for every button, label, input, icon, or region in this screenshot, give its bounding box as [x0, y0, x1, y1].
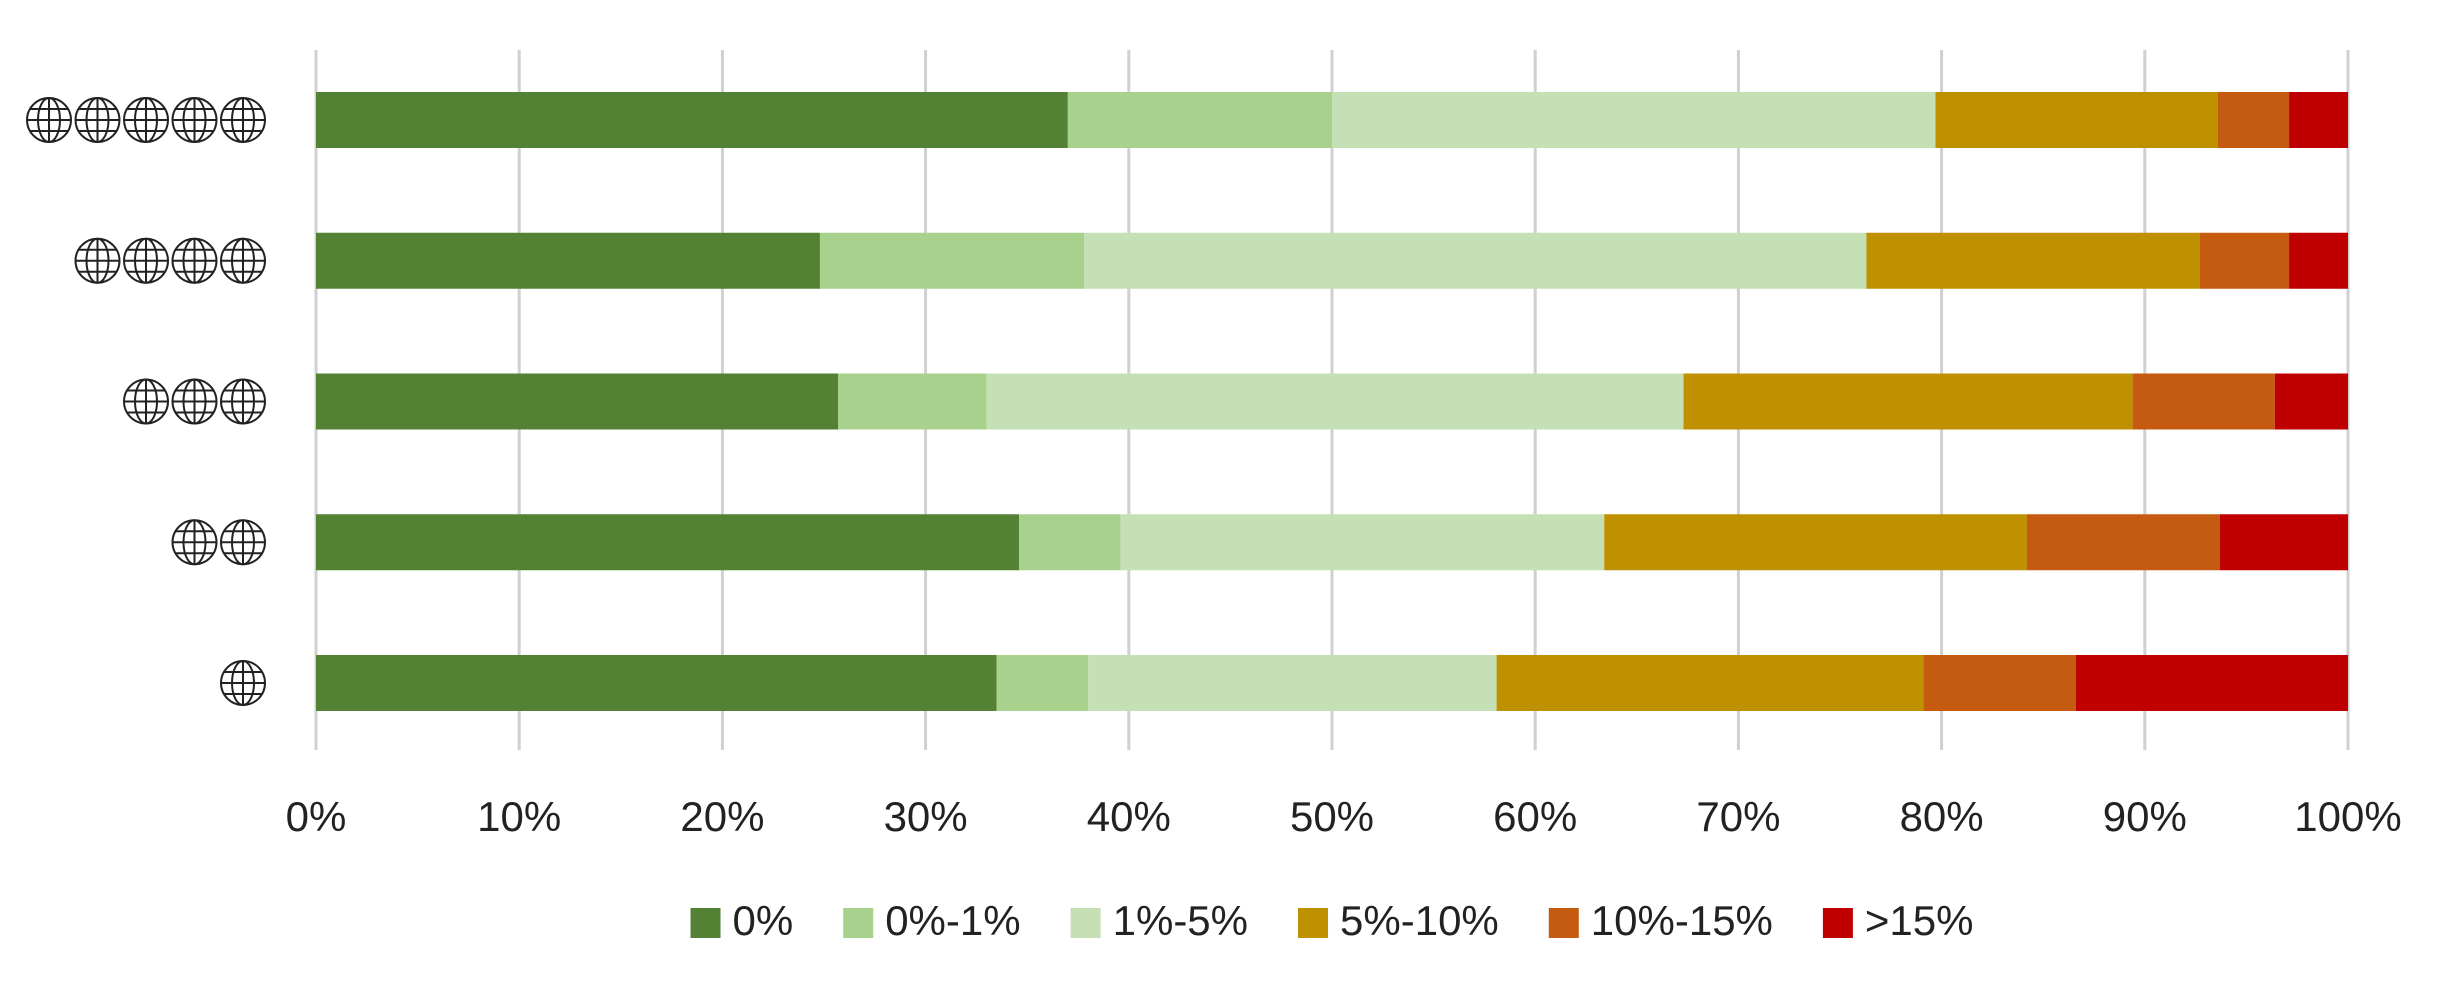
bar-segment — [2219, 514, 2348, 571]
globe-icon — [123, 237, 169, 284]
globe-icon — [171, 519, 218, 566]
bar-segment — [2199, 232, 2290, 289]
bar-segment — [1935, 92, 2218, 148]
legend: 0% 0%-1% 1%-5% 5%-10% 10%-15% >15% — [690, 897, 1974, 944]
globe-icon — [26, 97, 72, 143]
bar-segment — [838, 373, 987, 430]
bar-segment — [316, 655, 997, 711]
legend-swatch — [1070, 908, 1101, 938]
bar-segment — [2026, 514, 2220, 571]
bar-segment — [1866, 232, 2200, 289]
x-tick-label: 20% — [680, 793, 764, 840]
legend-swatch — [843, 908, 874, 938]
bar-segment — [2274, 373, 2348, 430]
legend-item: 0%-1% — [843, 897, 1021, 944]
x-tick-label: 40% — [1087, 793, 1171, 840]
globe-icon — [74, 97, 121, 143]
globe-icon — [220, 97, 266, 143]
legend-label: 10%-15% — [1591, 897, 1773, 944]
bar-segment — [819, 232, 1085, 289]
globe-icon — [123, 378, 169, 425]
x-tick-label: 10% — [477, 793, 561, 840]
legend-label: 1%-5% — [1113, 897, 1248, 944]
legend-label: >15% — [1865, 897, 1974, 944]
bar-segment — [2132, 373, 2275, 430]
grid: 0% 10% 20% 30% 40% 50% 60% 70% 80% 90% 100% — [286, 50, 2402, 840]
legend-label: 0%-1% — [885, 897, 1020, 944]
legend-item: 1%-5% — [1070, 897, 1248, 944]
bar-segment — [1604, 514, 2027, 571]
bar-segment — [986, 373, 1684, 430]
x-tick-label: 30% — [884, 793, 968, 840]
globe-icon — [220, 519, 266, 566]
globe-icon — [220, 660, 266, 706]
bar-segment — [1088, 655, 1497, 711]
bar-segment — [316, 92, 1068, 148]
legend-swatch — [690, 908, 721, 938]
globe-icon — [171, 97, 218, 143]
legend-item: 10%-15% — [1548, 897, 1773, 944]
x-tick-label: 50% — [1290, 793, 1374, 840]
bar-segment — [1084, 232, 1867, 289]
bar-segment — [996, 655, 1089, 711]
globe-icon — [220, 237, 266, 284]
bar-segment — [2289, 232, 2348, 289]
legend-swatch — [1822, 908, 1853, 938]
globe-icon — [74, 237, 121, 284]
bar-segment — [316, 514, 1020, 571]
globe-icon — [171, 378, 218, 425]
bars — [316, 92, 2348, 711]
globe-icon — [220, 378, 266, 425]
bar-segment — [1120, 514, 1605, 571]
legend-item: 5%-10% — [1298, 897, 1499, 944]
globe-icon — [171, 237, 218, 284]
bar-segment — [1923, 655, 2076, 711]
legend-item: 0% — [690, 897, 794, 944]
legend-label: 0% — [733, 897, 794, 944]
bar-segment — [2289, 92, 2348, 148]
x-tick-label: 0% — [286, 793, 347, 840]
x-tick-label: 80% — [1900, 793, 1984, 840]
bar-segment — [316, 373, 839, 430]
legend-label: 5%-10% — [1340, 897, 1499, 944]
x-tick-label: 100% — [2294, 793, 2401, 840]
legend-swatch — [1298, 908, 1329, 938]
bar-segment — [1496, 655, 1924, 711]
bar-segment — [2075, 655, 2348, 711]
legend-swatch — [1548, 908, 1579, 938]
bar-segment — [1332, 92, 1936, 148]
category-icons — [26, 97, 266, 706]
bar-segment — [1683, 373, 2133, 430]
bar-segment — [1019, 514, 1121, 571]
bar-segment — [2217, 92, 2290, 148]
x-tick-label: 70% — [1696, 793, 1780, 840]
bar-segment — [316, 232, 820, 289]
globe-icon — [123, 97, 169, 143]
legend-item: >15% — [1822, 897, 1974, 944]
bar-segment — [1067, 92, 1332, 148]
x-tick-label: 90% — [2103, 793, 2187, 840]
x-tick-label: 60% — [1493, 793, 1577, 840]
